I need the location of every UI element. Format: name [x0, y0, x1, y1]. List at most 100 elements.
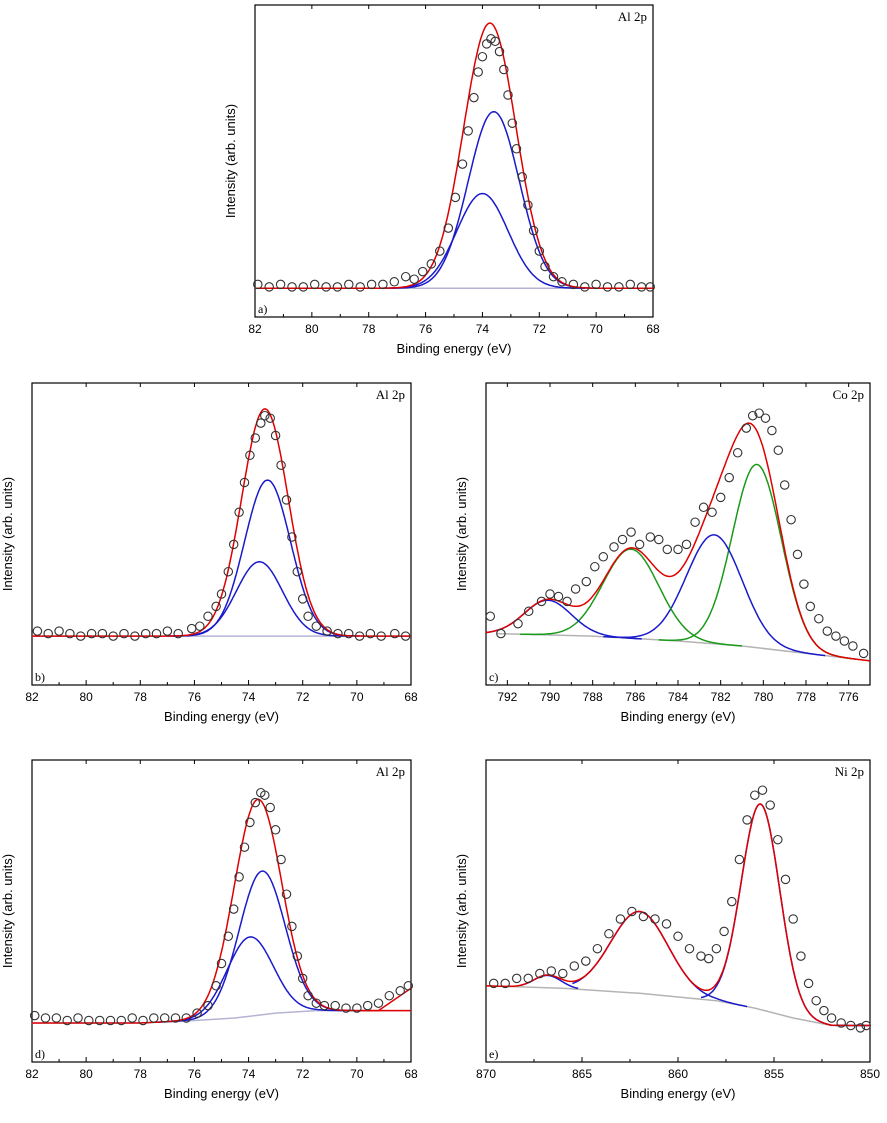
data-point	[116, 1015, 127, 1026]
data-point	[228, 539, 239, 550]
data-point	[228, 904, 239, 914]
data-point	[481, 39, 492, 49]
data-point	[627, 906, 637, 917]
envelope-curve	[32, 798, 412, 1024]
component-curve-4	[485, 599, 642, 640]
data-point	[846, 1020, 856, 1031]
data-point	[73, 1013, 83, 1023]
data-point	[332, 282, 343, 292]
y-axis-label: Intensity (arb. units)	[0, 854, 15, 968]
data-points	[29, 787, 414, 1026]
data-point	[319, 1000, 330, 1011]
x-tick-label: 74	[242, 690, 256, 704]
component-curve-1	[391, 110, 597, 289]
data-point	[260, 410, 270, 421]
data-point	[32, 626, 43, 636]
data-point	[151, 628, 162, 639]
data-point	[661, 919, 672, 929]
data-point	[602, 282, 613, 292]
data-point	[86, 628, 97, 639]
x-axis: 82 80 78 76 74 72 70 68	[25, 760, 418, 1081]
data-point	[711, 943, 722, 954]
data-point	[750, 790, 760, 800]
data-point	[496, 628, 506, 639]
data-point	[162, 626, 173, 636]
data-point	[186, 623, 197, 634]
data-point	[614, 282, 624, 292]
data-point	[119, 628, 129, 639]
data-point	[84, 1015, 94, 1026]
data-point	[260, 790, 270, 800]
data-point	[270, 430, 281, 441]
data-point	[534, 246, 545, 256]
data-point	[417, 266, 428, 277]
data-point	[341, 1003, 351, 1013]
data-point	[591, 279, 601, 290]
x-tick-label: 78	[134, 690, 148, 704]
data-point	[390, 628, 400, 639]
data-point	[553, 591, 564, 602]
panel-title: Al 2p	[376, 764, 405, 779]
data-point	[270, 825, 281, 835]
data-point	[799, 579, 809, 589]
data-point	[435, 246, 445, 256]
data-point	[378, 279, 388, 290]
data-point	[558, 968, 568, 979]
data-point	[581, 576, 592, 587]
background-line	[485, 985, 870, 1027]
x-tick-label: 786	[625, 690, 645, 704]
x-tick-label: 76	[188, 1067, 202, 1081]
data-point	[389, 277, 400, 287]
y-axis-label: Intensity (arb. units)	[454, 477, 469, 591]
data-point	[457, 159, 468, 169]
component-curves	[380, 110, 597, 289]
data-point	[546, 966, 557, 976]
data-point	[528, 225, 539, 236]
data-point	[195, 621, 205, 631]
data-point	[540, 261, 550, 272]
data-point	[811, 995, 821, 1006]
data-point	[330, 1000, 340, 1011]
data-point	[773, 445, 784, 456]
data-point	[130, 631, 140, 641]
x-tick-label: 82	[25, 690, 39, 704]
x-tick-label: 780	[753, 690, 773, 704]
component-curves	[485, 463, 856, 660]
x-axis: 870 865 860 855 850	[476, 760, 880, 1081]
data-point	[239, 477, 250, 488]
x-axis: 792 790 788 786 784 782 780 778 776	[497, 383, 859, 704]
envelope-curve	[485, 803, 870, 1027]
data-point	[234, 872, 244, 882]
data-point	[690, 517, 700, 527]
data-point	[786, 514, 796, 525]
x-tick-label: 788	[583, 690, 603, 704]
data-point	[858, 648, 869, 659]
data-point	[373, 998, 384, 1008]
x-tick-label: 70	[350, 690, 364, 704]
data-point	[29, 1010, 40, 1021]
x-tick-label: 82	[248, 322, 262, 336]
data-point	[822, 626, 833, 636]
data-point	[309, 279, 320, 290]
data-point	[562, 596, 572, 607]
background-line	[496, 632, 871, 662]
panel-c: 792 790 788 786 784 782 780 778 776 Co 2p c) Bin…	[454, 382, 871, 724]
data-point	[297, 594, 308, 604]
panel-e: 870 865 860 855 850 Ni 2p e) Binding energy …	[454, 759, 880, 1101]
data-point	[557, 277, 567, 287]
data-point	[355, 282, 365, 292]
data-point	[779, 480, 790, 490]
data-point	[592, 943, 603, 954]
y-axis-label: Intensity (arb. units)	[454, 854, 469, 968]
data-point	[805, 601, 816, 612]
x-axis-label: Binding energy (eV)	[164, 1086, 279, 1101]
data-point	[366, 279, 377, 290]
data-point	[523, 606, 534, 617]
data-point	[362, 1000, 373, 1011]
data-point	[354, 631, 365, 641]
data-point	[443, 223, 454, 233]
data-point	[780, 874, 791, 885]
envelope-curve	[485, 422, 871, 662]
data-point	[511, 144, 522, 154]
x-tick-label: 855	[764, 1067, 784, 1081]
